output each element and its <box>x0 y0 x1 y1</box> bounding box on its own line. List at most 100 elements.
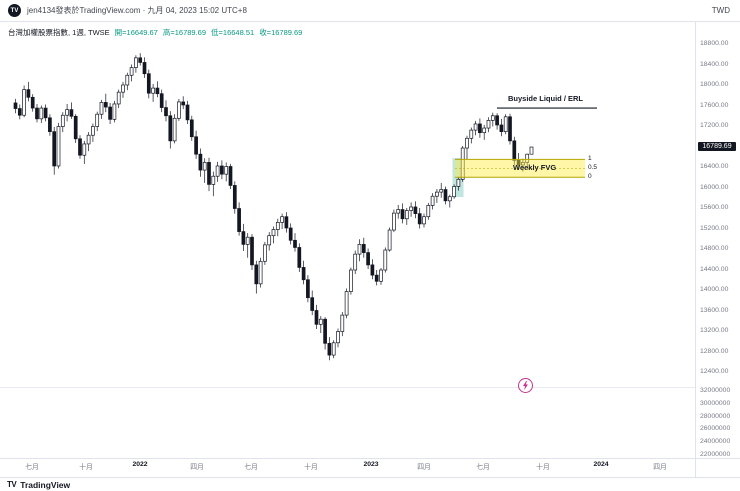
price-axis-label: 13200.00 <box>700 327 729 334</box>
candle-body <box>361 244 366 253</box>
candle-body <box>331 342 336 356</box>
candle-body <box>357 244 362 255</box>
candle-body <box>473 123 478 131</box>
symbol-legend: 台灣加權股票指數, 1週, TWSE 開=16649.67 高=16789.69… <box>8 27 302 38</box>
time-axis-label: 四月 <box>190 464 204 471</box>
candle-body <box>340 314 345 332</box>
lightning-circle-icon[interactable] <box>518 378 533 393</box>
candle-body <box>508 116 512 142</box>
attribution-text[interactable]: jen4134發表於TradingView.com · 九月 04, 2023 … <box>27 6 247 15</box>
candle-body <box>159 93 164 108</box>
price-axis-label: 16000.00 <box>700 183 729 191</box>
candle-body <box>396 209 401 214</box>
buyside-liquidity-label[interactable]: Buyside Liquid / ERL <box>508 94 584 103</box>
candle-body <box>125 74 130 86</box>
candle-body <box>499 124 504 132</box>
candle-body <box>254 264 259 285</box>
candle-body <box>194 136 198 155</box>
candle-body <box>486 120 491 129</box>
candle-body <box>86 134 91 145</box>
candle-body <box>478 123 482 134</box>
candle-body <box>30 96 35 109</box>
candle-body <box>112 103 117 120</box>
price-axis-label: 18800.00 <box>700 40 729 47</box>
candle-body <box>121 84 125 93</box>
tradingview-brand-link[interactable]: TradingView <box>20 479 71 490</box>
time-axis-label: 十月 <box>536 464 550 471</box>
candle-body <box>138 57 143 63</box>
candle-body <box>318 318 323 325</box>
price-axis-label: 12800.00 <box>700 347 729 355</box>
low-value: 低=16648.51 <box>211 28 255 37</box>
candle-body <box>314 310 319 325</box>
candle-body <box>387 229 392 251</box>
fvg-level-1-label: 1 <box>588 155 592 162</box>
candle-body <box>275 222 280 230</box>
candle-body <box>224 166 229 175</box>
candle-body <box>52 131 57 167</box>
symbol-title: 台灣加權股票指數, 1週, TWSE <box>8 28 110 37</box>
price-axis-label: 15200.00 <box>700 224 729 232</box>
candle-body <box>284 216 289 229</box>
candle-body <box>310 297 315 311</box>
price-axis-label: 14000.00 <box>700 286 729 293</box>
high-value: 高=16789.69 <box>162 28 207 37</box>
price-axis-label: 17600.00 <box>700 101 729 109</box>
candle-body <box>65 109 69 116</box>
candle-body <box>392 212 396 231</box>
candle-body <box>327 342 332 356</box>
candle-body <box>35 107 39 120</box>
price-axis-label: 18400.00 <box>700 60 729 68</box>
candle-body <box>91 126 95 136</box>
candle-body <box>409 206 413 211</box>
price-axis-label: 16400.00 <box>700 163 729 170</box>
fvg-level-0-label: 0 <box>588 173 592 180</box>
candle-body <box>60 114 65 127</box>
candle-body <box>116 91 121 105</box>
candle-body <box>525 153 530 163</box>
candle-body <box>146 73 151 94</box>
candle-body <box>490 115 495 121</box>
open-value: 開=16649.67 <box>114 28 158 37</box>
top-attribution-bar: TV jen4134發表於TradingView.com · 九月 04, 20… <box>0 0 740 22</box>
candle-body <box>17 108 22 116</box>
price-axis-label: 17200.00 <box>700 122 729 129</box>
volume-axis-label: 26000000 <box>700 425 731 433</box>
candle-body <box>237 208 241 232</box>
time-axis-label: 七月 <box>476 464 490 471</box>
time-axis-label: 2024 <box>593 461 609 468</box>
current-price-tag: 16789.69 <box>698 142 736 151</box>
candle-body <box>13 102 18 109</box>
weekly-fvg-label[interactable]: Weekly FVG <box>513 163 557 172</box>
candle-body <box>323 318 327 344</box>
candle-body <box>297 247 302 268</box>
candle-body <box>383 249 388 271</box>
time-axis-label: 四月 <box>653 464 667 471</box>
volume-axis-label: 30000000 <box>700 399 731 407</box>
candle-body <box>400 209 405 220</box>
time-axis-label: 四月 <box>417 464 431 471</box>
candle-body <box>379 269 383 282</box>
price-axis-label: 15600.00 <box>700 204 729 211</box>
volume-axis-label: 22000000 <box>700 451 731 458</box>
candle-body <box>293 239 297 248</box>
candle-body <box>245 236 250 245</box>
candle-body <box>48 117 52 132</box>
tradingview-logo-icon: TV <box>8 4 21 17</box>
candle-body <box>452 186 456 198</box>
volume-axis-label: 28000000 <box>700 412 731 420</box>
candle-body <box>413 206 418 214</box>
currency-label: TWD <box>711 6 730 15</box>
candle-body <box>374 274 379 282</box>
candle-body <box>430 195 435 206</box>
candle-body <box>353 253 358 271</box>
candle-body <box>189 119 194 138</box>
candle-body <box>258 260 263 285</box>
candle-body <box>168 115 173 142</box>
candle-body <box>516 159 521 166</box>
candle-body <box>465 137 469 149</box>
candle-body <box>202 162 207 171</box>
candle-body <box>336 331 340 344</box>
